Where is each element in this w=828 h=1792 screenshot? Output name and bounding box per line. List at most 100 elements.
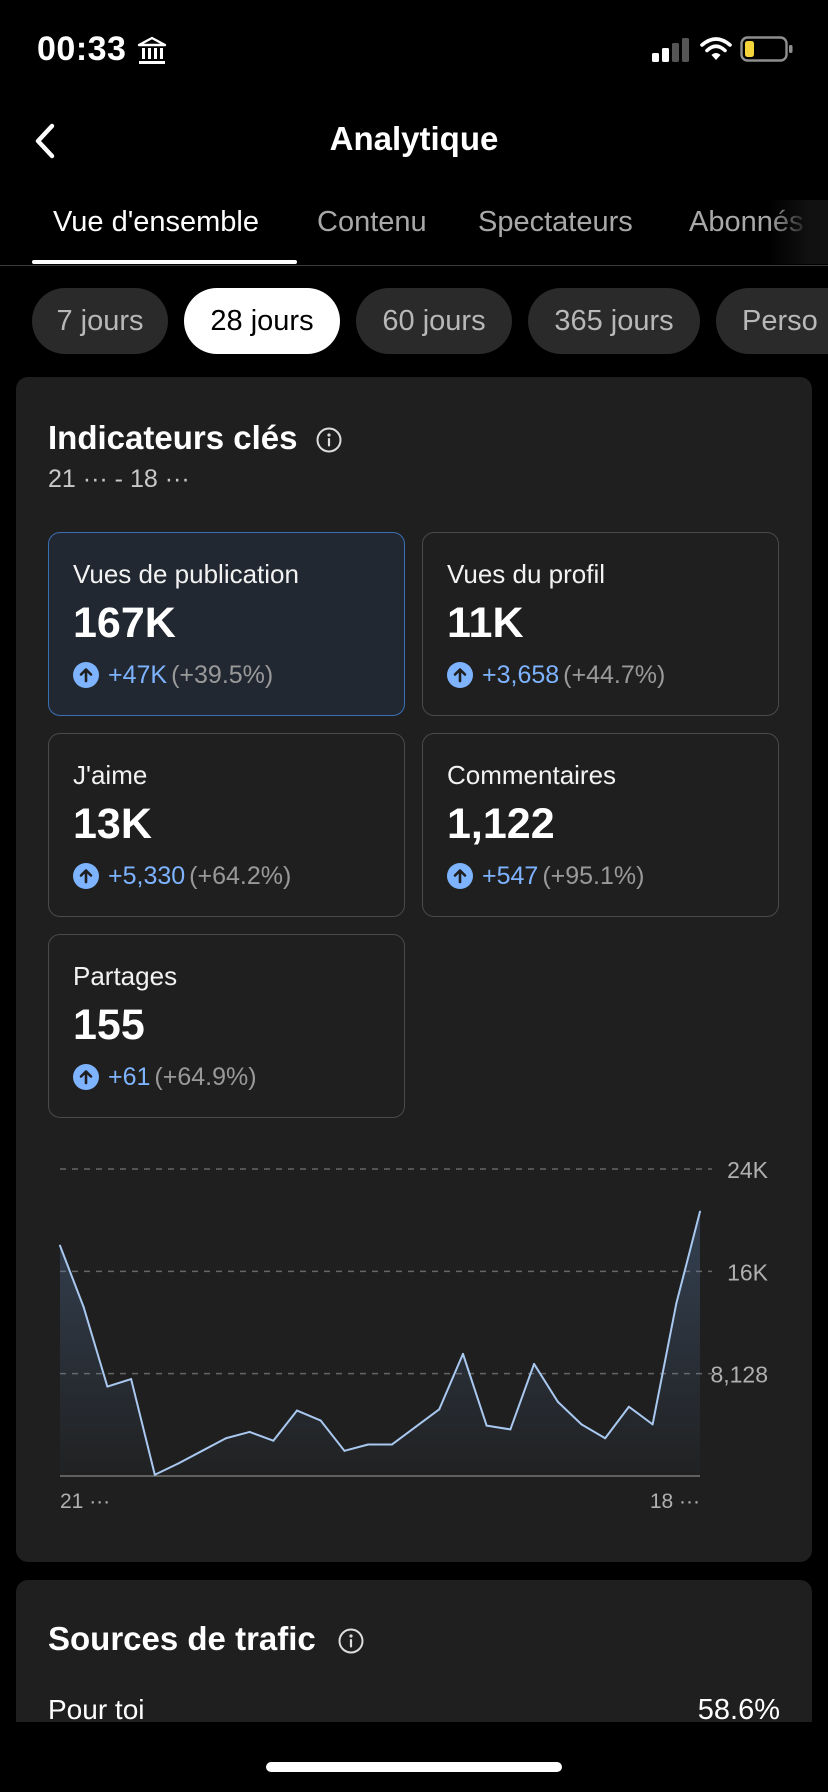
chart-x-tick-label: 21 ··· [60,1490,110,1513]
metric-change: +3,658 (+44.7%) [447,661,665,690]
chart-point [153,1473,156,1476]
chart-point [59,1244,61,1247]
chart-point [556,1400,559,1403]
metric-value: 167K [73,599,176,647]
battery-icon [740,36,793,62]
chart-point [343,1449,346,1452]
metric-delta: +547 [482,862,539,890]
period-selector: 7 jours 28 jours 60 jours 365 jours Pers… [0,288,828,354]
status-time: 00:33 [37,30,127,68]
chart-point [82,1306,85,1309]
arrow-up-icon [73,662,99,688]
chart-point [699,1210,701,1213]
metric-label: Vues de publication [73,559,299,589]
metric-delta: +61 [108,1063,151,1091]
tab-bar: Vue d'ensemble Contenu Spectateurs Abonn… [0,200,828,266]
metric-percent: (+95.1%) [542,862,645,890]
info-icon[interactable] [316,427,342,453]
chart-point [580,1423,583,1426]
traffic-label: Pour toi [48,1694,145,1725]
period-60-days[interactable]: 60 jours [356,288,512,354]
metric-change: +547 (+95.1%) [447,862,644,891]
metric-change: +5,330 (+64.2%) [73,862,291,891]
metric-value: 11K [447,599,524,647]
back-icon[interactable] [28,118,62,164]
metric-value: 155 [73,1001,145,1049]
chart-point [296,1409,299,1412]
metric-change: +61 (+64.9%) [73,1063,257,1092]
chart-y-tick-label: 8,128 [710,1362,768,1388]
chart-point [177,1462,180,1465]
arrow-up-icon [73,1064,99,1090]
chart-point [461,1352,464,1355]
metric-value: 13K [73,800,152,848]
arrow-up-icon [447,863,473,889]
bank-icon [137,36,167,64]
period-365-days[interactable]: 365 jours [528,288,700,354]
chart-point [604,1437,607,1440]
tab-overview[interactable]: Vue d'ensemble [53,206,259,238]
chart-point [272,1439,275,1442]
tab-viewers[interactable]: Spectateurs [478,206,633,238]
period-7-days[interactable]: 7 jours [32,288,168,354]
chart-x-tick-label: 18 ··· [650,1490,700,1513]
chart-series-line [59,1211,701,1476]
chart-point [651,1423,654,1426]
signal-icon [652,38,689,62]
chart-point [627,1405,630,1408]
chart-point [201,1449,204,1452]
arrow-up-icon [73,863,99,889]
chart-y-tick-label: 16K [727,1259,769,1285]
period-28-days[interactable]: 28 jours [184,288,340,354]
bottom-safe-area [0,1722,828,1792]
tab-content[interactable]: Contenu [317,206,427,238]
date-range: 21 ··· - 18 ··· [48,465,190,493]
metric-percent: (+64.9%) [154,1063,257,1091]
metric-label: Vues du profil [447,559,606,589]
chart-point [130,1378,133,1381]
home-indicator[interactable] [266,1762,562,1772]
status-bar: 00:33 [0,0,828,100]
metric-comments[interactable]: Commentaires 1,122 +547 (+95.1%) [422,733,779,917]
wifi-icon [700,37,732,60]
key-metrics-title: Indicateurs clés [48,419,298,456]
metric-label: J'aime [73,760,148,790]
chart-point [533,1362,536,1365]
chart-y-tick-label: 24K [727,1157,769,1183]
chart-area-fill [60,1211,700,1476]
chart-point [224,1437,227,1440]
metric-label: Commentaires [447,760,617,790]
chart-point [319,1419,322,1422]
metric-profile-views[interactable]: Vues du profil 11K +3,658 (+44.7%) [422,532,779,716]
metric-post-views[interactable]: Vues de publication 167K +47K (+39.5%) [48,532,405,716]
metric-change: +47K (+39.5%) [73,661,273,690]
chart-point [390,1443,393,1446]
metric-percent: (+64.2%) [189,862,292,890]
metric-percent: (+44.7%) [563,661,666,689]
active-tab-indicator [32,260,297,264]
chart-point [106,1385,109,1388]
traffic-value: 58.6% [697,1694,780,1726]
key-metrics-card: Indicateurs clés 21 ··· - 18 ··· Vues de… [16,377,812,1562]
chart-point [414,1425,417,1428]
tabs-fade [768,200,828,264]
metric-value: 1,122 [447,800,555,848]
info-icon[interactable] [338,1628,364,1654]
metric-percent: (+39.5%) [171,661,274,689]
page-title: Analytique [329,120,499,157]
chart-point [509,1428,512,1431]
chart-point [485,1424,488,1427]
chart-point [675,1302,678,1305]
metric-delta: +3,658 [482,661,560,689]
chart-point [438,1408,441,1411]
metric-delta: +47K [108,661,168,689]
chart-point [367,1443,370,1446]
metric-label: Partages [73,961,178,991]
arrow-up-icon [447,662,473,688]
metric-delta: +5,330 [108,862,186,890]
metric-shares[interactable]: Partages 155 +61 (+64.9%) [48,934,405,1118]
chart-point [248,1430,251,1433]
metric-likes[interactable]: J'aime 13K +5,330 (+64.2%) [48,733,405,917]
period-custom[interactable]: Perso [716,288,828,354]
traffic-sources-title: Sources de trafic [48,1620,316,1657]
